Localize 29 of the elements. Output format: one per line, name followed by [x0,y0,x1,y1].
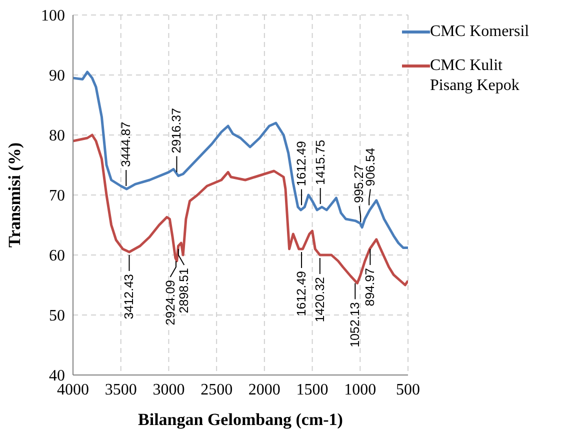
y-tick-label: 80 [49,128,65,145]
y-tick-label: 70 [49,188,65,205]
x-tick-label: 2500 [200,381,233,398]
annotation: 1415.75 [313,140,328,185]
y-tick-label: 100 [41,8,65,25]
x-tick-label: 3500 [104,381,137,398]
annotation: 2898.51 [177,268,192,314]
annotation: 894.97 [363,268,378,306]
y-axis-title: Transmisi (%) [5,142,24,248]
annotation: 1420.32 [312,276,327,322]
x-tick-label: 3000 [152,381,185,398]
annotation: 1612.49 [294,270,309,316]
annotation: 3412.43 [122,274,136,320]
annotation: 3444.87 [119,122,134,167]
y-tick-label: 60 [49,248,65,265]
y-tick-label: 90 [49,68,65,85]
legend-label: CMC Kulit Pisang Kepok [430,56,520,96]
annotation: 2916.37 [170,108,184,154]
line-series [73,70,408,250]
annotation: 1612.49 [294,140,309,186]
x-tick-label: 500 [396,381,420,398]
legend-label: CMC Komersil [430,22,530,42]
y-tick-label: 50 [49,308,65,325]
annotation: 2924.09 [163,280,178,326]
x-axis-title: Bilangan Gelombang (cm-1) [138,410,343,429]
x-tick-label: 1500 [296,381,328,398]
x-tick-label: 1000 [344,381,376,398]
annotation: 1052.13 [348,302,362,348]
x-tick-label: 2000 [248,381,280,398]
